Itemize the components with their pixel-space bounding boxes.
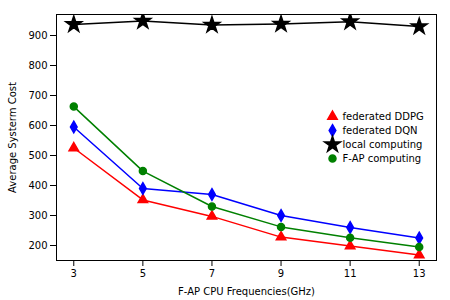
- svg-text:500: 500: [28, 150, 47, 161]
- svg-text:federated DQN: federated DQN: [343, 125, 418, 136]
- svg-text:900: 900: [28, 30, 47, 41]
- svg-text:700: 700: [28, 90, 47, 101]
- svg-text:600: 600: [28, 120, 47, 131]
- svg-text:3: 3: [71, 268, 77, 279]
- svg-text:9: 9: [278, 268, 284, 279]
- svg-text:7: 7: [209, 268, 215, 279]
- svg-text:F-AP computing: F-AP computing: [343, 153, 422, 164]
- svg-text:13: 13: [413, 268, 426, 279]
- svg-text:5: 5: [140, 268, 146, 279]
- svg-text:Average Systerm Cost: Average Systerm Cost: [7, 82, 18, 193]
- svg-text:400: 400: [28, 180, 47, 191]
- svg-text:11: 11: [344, 268, 357, 279]
- svg-text:800: 800: [28, 60, 47, 71]
- svg-text:local computing: local computing: [343, 139, 423, 150]
- svg-text:200: 200: [28, 240, 47, 251]
- svg-text:F-AP CPU Frequencies(GHz): F-AP CPU Frequencies(GHz): [178, 286, 315, 297]
- svg-text:federated DDPG: federated DDPG: [343, 111, 424, 122]
- svg-text:300: 300: [28, 210, 47, 221]
